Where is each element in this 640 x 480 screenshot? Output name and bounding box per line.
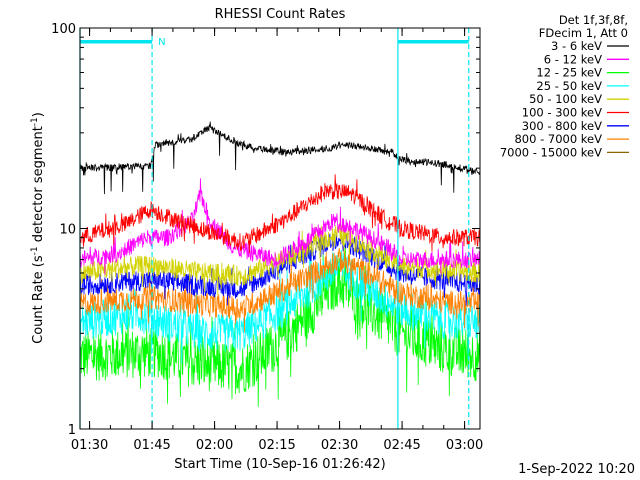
legend-entry: 25 - 50 keV xyxy=(536,79,602,93)
series-line-50-100kev xyxy=(79,222,481,296)
attenuator-label: N xyxy=(158,37,165,48)
chart-title: RHESSI Count Rates xyxy=(215,7,346,22)
legend-header: Det 1f,3f,8f, xyxy=(559,13,628,27)
legend-entry: 800 - 7000 keV xyxy=(514,132,602,146)
x-tick-label: 01:30 xyxy=(71,438,108,453)
x-tick-label: 02:30 xyxy=(321,438,358,453)
x-tick-label: 02:45 xyxy=(383,438,420,453)
legend-entry: 50 - 100 keV xyxy=(529,92,602,106)
legend-entry: 3 - 6 keV xyxy=(551,39,602,53)
series-line-100-300kev xyxy=(79,174,481,254)
series-line-800-7000kev xyxy=(79,247,481,333)
legend-entry: 100 - 300 keV xyxy=(522,106,602,120)
attenuator-bar xyxy=(397,40,469,44)
legend-entry: 300 - 800 keV xyxy=(522,119,602,133)
x-axis-label: Start Time (10-Sep-16 01:26:42) xyxy=(174,457,385,472)
y-axis-label: Count Rate (s-1 detector segment-1) xyxy=(30,112,46,344)
attenuator-bar xyxy=(80,40,153,44)
legend-entry: 12 - 25 keV xyxy=(536,66,602,80)
legend-header: FDecim 1, Att 0 xyxy=(539,26,628,40)
x-tick-label: 03:00 xyxy=(446,438,483,453)
y-axis: 1 10 100 xyxy=(51,22,480,438)
x-tick-label: 02:15 xyxy=(258,438,295,453)
footer-date: 1-Sep-2022 10:20 xyxy=(518,462,635,477)
x-tick-label: 01:45 xyxy=(133,438,170,453)
x-axis: 01:30 01:45 02:00 02:15 02:30 02:45 03:00 xyxy=(71,28,483,453)
x-tick-label: 02:00 xyxy=(196,438,233,453)
legend-entry: 6 - 12 keV xyxy=(544,52,602,66)
legend-entry: 7000 - 15000 keV xyxy=(500,145,602,159)
plot-series xyxy=(79,121,481,407)
series-line-6-12kev xyxy=(79,178,481,275)
series-line-3-6kev xyxy=(79,121,481,195)
y-tick-label: 100 xyxy=(51,22,76,37)
y-tick-label: 10 xyxy=(59,223,76,238)
y-tick-label: 1 xyxy=(68,423,76,438)
